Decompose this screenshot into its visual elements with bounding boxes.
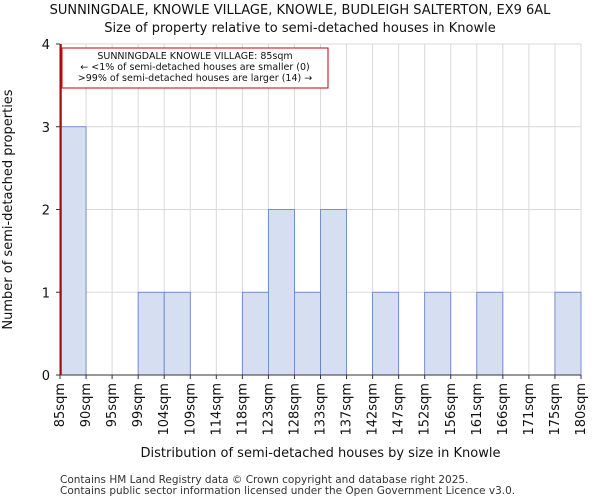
y-tick-label: 0 — [42, 369, 50, 384]
x-tick-label: 85sqm — [53, 383, 68, 427]
x-tick-label: 147sqm — [392, 383, 407, 436]
bar-133sqm — [320, 209, 347, 376]
bar-142sqm — [372, 291, 400, 376]
x-tick-label: 114sqm — [209, 383, 224, 436]
chart-title: SUNNINGDALE, KNOWLE VILLAGE, KNOWLE, BUD… — [49, 3, 551, 18]
annotation-line: ← <1% of semi-detached houses are smalle… — [80, 62, 309, 73]
y-axis-title: Number of semi-detached properties — [1, 89, 16, 329]
x-tick-label: 109sqm — [183, 383, 198, 436]
x-tick-label: 161sqm — [470, 383, 485, 436]
x-tick-label: 133sqm — [314, 383, 329, 436]
bar-99sqm — [137, 291, 165, 376]
bar-152sqm — [424, 291, 452, 376]
x-tick-label: 156sqm — [444, 383, 459, 436]
chart-subtitle: Size of property relative to semi-detach… — [104, 21, 496, 36]
x-tick-label: 142sqm — [366, 383, 381, 436]
bar-85sqm — [59, 126, 87, 376]
annotation-line: SUNNINGDALE KNOWLE VILLAGE: 85sqm — [97, 51, 292, 62]
footer-copyright: Contains HM Land Registry data © Crown c… — [60, 474, 469, 486]
y-tick-label: 2 — [42, 204, 50, 219]
y-tick-label: 3 — [42, 121, 50, 136]
bar-104sqm — [163, 291, 191, 376]
footer-licence: Contains public sector information licen… — [60, 485, 516, 497]
y-tick-label: 1 — [42, 286, 50, 301]
bar-175sqm — [554, 291, 582, 376]
annotation-line: >99% of semi-detached houses are larger … — [78, 73, 312, 84]
x-tick-label: 137sqm — [340, 383, 355, 436]
annotation-box — [61, 47, 329, 89]
x-tick-label: 128sqm — [287, 383, 302, 436]
x-tick-label: 118sqm — [235, 383, 250, 436]
x-tick-label: 90sqm — [79, 383, 94, 427]
bar-128sqm — [294, 291, 321, 376]
x-tick-label: 104sqm — [157, 383, 172, 436]
bar-161sqm — [476, 291, 504, 376]
x-tick-label: 152sqm — [418, 383, 433, 436]
x-tick-label: 166sqm — [496, 383, 511, 436]
x-tick-label: 123sqm — [261, 383, 276, 436]
bar-123sqm — [267, 209, 295, 376]
axis-layer: 0 1 2 3 4 85sqm 90sqm 95sqm 99sqm 104sqm 109sqm 114… — [1, 38, 589, 461]
x-tick-label: 99sqm — [131, 383, 146, 427]
annotation-layer: SUNNINGDALE KNOWLE VILLAGE: 85sqm← <1% o… — [60, 44, 329, 375]
x-tick-label: 171sqm — [522, 383, 537, 436]
x-tick-label: 180sqm — [574, 383, 589, 436]
x-tick-label: 95sqm — [105, 383, 120, 427]
x-axis-title: Distribution of semi-detached houses by … — [141, 446, 501, 461]
bar-118sqm — [241, 291, 269, 376]
y-tick-label: 4 — [42, 38, 50, 53]
bars-layer — [59, 126, 582, 376]
x-tick-label: 175sqm — [548, 383, 563, 436]
